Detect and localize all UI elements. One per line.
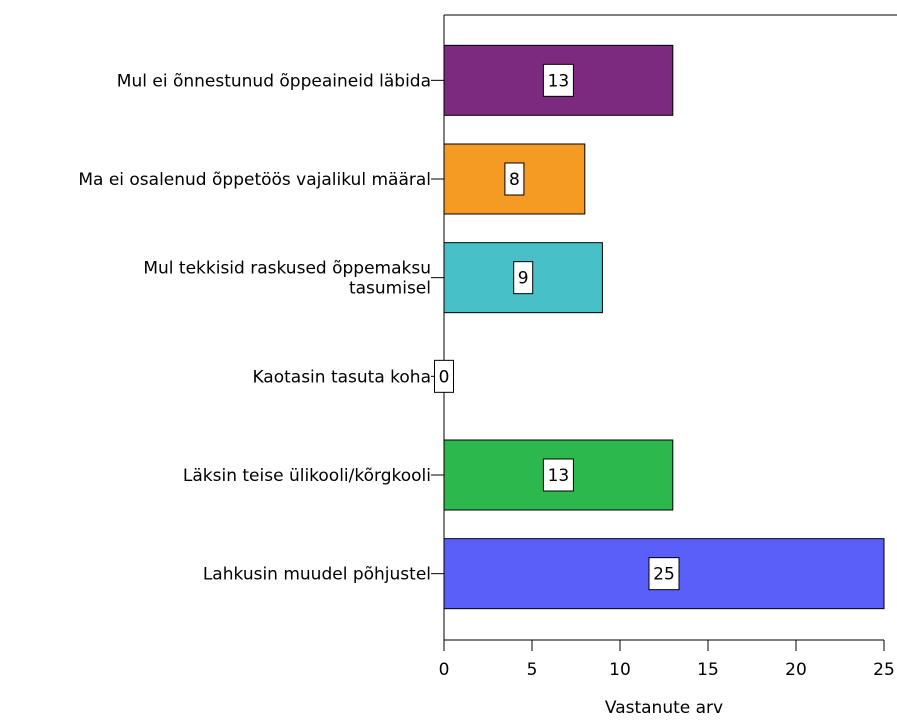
category-label: Ma ei osalenud õppetöös vajalikul määral (78, 170, 431, 190)
data-label: 13 (548, 71, 570, 91)
x-tick-label: 25 (873, 660, 895, 680)
category-label: Mul ei õnnestunud õppeaineid läbida (117, 71, 431, 91)
data-label-box (434, 359, 454, 393)
data-label: 0 (439, 367, 450, 387)
data-label-box (542, 458, 574, 492)
category-label: Läksin teise ülikooli/kõrgkooli (183, 466, 431, 486)
x-tick-label: 0 (439, 660, 450, 680)
labels-layer: Mul ei õnnestunud õppeaineid läbida 13 Ma … (78, 63, 895, 680)
category-label: Lahkusin muudel põhjustel (203, 565, 431, 585)
x-tick-label: 5 (527, 660, 538, 680)
axes-layer (431, 14, 897, 651)
data-label-box (542, 63, 574, 97)
category-label: Kaotasin tasuta koha (252, 367, 431, 387)
data-label-box (513, 261, 534, 295)
x-tick-label: 20 (785, 660, 807, 680)
data-label: 13 (548, 466, 570, 486)
data-label-box (648, 557, 680, 591)
category-label: tasumisel (349, 279, 431, 299)
data-label: 25 (653, 565, 675, 585)
x-tick-label: 15 (697, 660, 719, 680)
category-label: Mul tekkisid raskused õppemaksu (143, 259, 431, 279)
x-axis-title: Vastanute arv (605, 698, 723, 718)
data-label: 8 (509, 170, 520, 190)
bars-layer (443, 44, 885, 610)
data-label: 9 (518, 269, 529, 289)
data-label-box (504, 162, 525, 196)
x-tick-label: 10 (609, 660, 631, 680)
